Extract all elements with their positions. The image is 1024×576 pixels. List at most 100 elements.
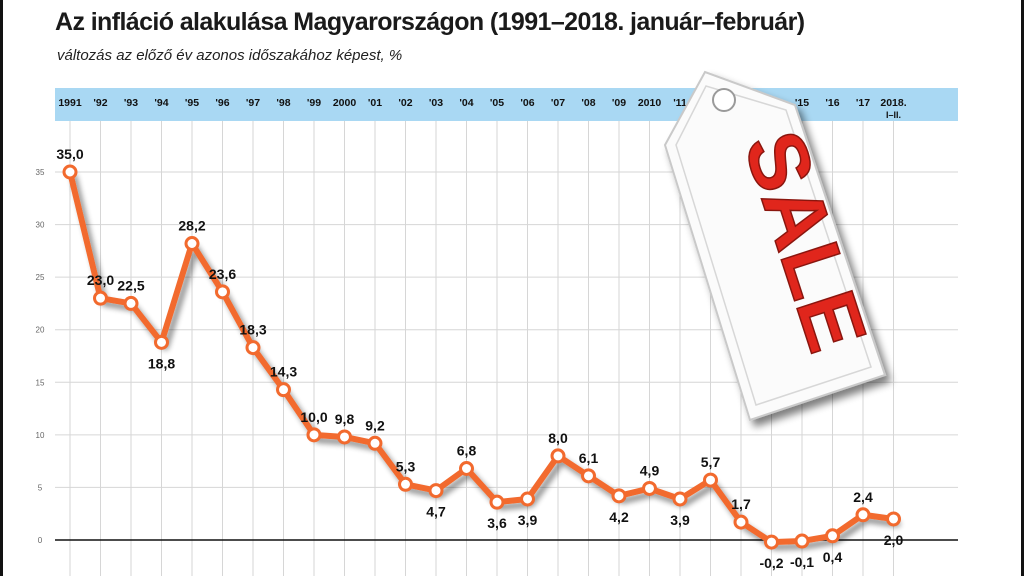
y-tick-label-3: 15 [36,378,45,387]
data-point-11 [398,476,413,492]
data-label-23: -0,2 [759,555,783,571]
x-tick-label-7: '98 [276,97,290,109]
x-tick-label-10: '01 [368,97,382,109]
x-tick-label-6: '97 [246,97,260,109]
data-label-8: 10,0 [300,409,327,425]
data-label-3: 18,8 [148,355,175,371]
data-label-13: 6,8 [457,443,477,459]
data-point-22 [733,514,749,530]
y-tick-label-2: 10 [36,431,45,440]
grid-lines [55,121,958,576]
x-tick-label-20: '11 [673,97,687,109]
data-label-7: 14,3 [270,364,297,380]
x-tick-label-27: 2018. [880,97,906,109]
data-point-25 [825,528,840,544]
data-point-3 [154,334,169,350]
data-label-9: 9,8 [335,411,355,427]
chart-subtitle: változás az előző év azonos időszakához … [57,47,403,64]
x-tick-label-16: '07 [551,97,565,109]
data-label-2: 22,5 [117,277,144,293]
sale-tag-hole [712,88,736,112]
data-label-22: 1,7 [731,496,751,512]
data-point-5 [215,284,230,300]
y-tick-label-4: 20 [36,326,45,335]
data-point-10 [367,435,383,451]
x-tick-label-5: '96 [215,97,229,109]
data-points [62,164,901,550]
data-label-4: 28,2 [178,217,205,233]
sale-tag-shape [663,70,887,422]
x-tick-label-13: '04 [459,97,473,109]
x-tick-label-3: '94 [154,97,168,109]
y-tick-label-0: 0 [38,536,43,545]
data-point-0 [62,164,78,180]
x-tick-label-17: '08 [581,97,595,109]
data-point-13 [459,461,474,477]
x-tick-sublabel: I–II. [886,110,901,120]
data-label-14: 3,6 [487,515,507,531]
chart-title: Az infláció alakulása Magyarországon (19… [55,8,805,36]
data-point-20 [672,491,688,507]
x-tick-label-26: '17 [856,97,870,109]
y-axis-labels: 0 5 10 15 20 25 30 35 [36,168,45,545]
x-tick-label-9: 2000 [333,97,357,109]
x-tick-label-2: '93 [124,97,138,109]
data-point-21 [703,472,718,488]
x-tick-label-25: '16 [825,97,839,109]
x-tick-label-18: '09 [612,97,626,109]
x-tick-label-12: '03 [429,97,443,109]
data-label-17: 6,1 [579,450,599,466]
data-label-24: -0,1 [790,554,814,570]
y-tick-label-7: 35 [36,168,45,177]
x-tick-label-11: '02 [398,97,412,109]
series-line-group [67,169,897,546]
data-point-23 [764,534,779,550]
data-point-14 [489,494,505,510]
data-label-20: 3,9 [670,512,690,528]
data-point-24 [794,533,810,549]
y-tick-label-1: 5 [38,483,43,492]
data-label-0: 35,0 [56,146,83,162]
data-label-5: 23,6 [209,266,236,282]
data-point-8 [306,427,322,443]
data-point-1 [93,290,108,306]
data-label-12: 4,7 [426,504,446,520]
data-point-16 [550,448,566,464]
data-label-19: 4,9 [640,462,660,478]
data-label-21: 5,7 [701,454,721,470]
data-label-1: 23,0 [87,272,114,288]
data-point-26 [855,507,871,523]
data-point-6 [245,340,261,356]
data-point-15 [520,491,535,507]
data-label-27: 2,0 [884,532,904,548]
series-line [67,169,897,546]
data-label-18: 4,2 [609,509,629,525]
x-tick-label-1: '92 [93,97,107,109]
x-tick-label-15: '06 [520,97,534,109]
data-label-26: 2,4 [853,489,873,505]
x-tick-label-4: '95 [185,97,199,109]
data-labels: 35,0 23,0 22,5 18,8 28,2 23,6 18,3 14,3 10,0 9,8 9… [56,146,903,571]
data-point-9 [337,429,352,445]
data-point-4 [184,235,200,251]
data-point-27 [886,511,901,527]
data-label-15: 3,9 [518,512,538,528]
data-label-6: 18,3 [239,322,266,338]
x-tick-label-24: '15 [795,97,809,109]
year-band [55,88,958,121]
data-label-25: 0,4 [823,549,843,565]
data-point-7 [276,382,291,398]
data-point-17 [581,468,596,484]
x-tick-label-0: 1991 [58,97,82,109]
left-frame-border [0,0,3,576]
sale-tag: SALE [663,70,887,422]
x-tick-label-14: '05 [490,97,504,109]
x-tick-label-8: '99 [307,97,321,109]
sale-tag-inner-border [675,85,872,406]
data-point-19 [642,480,657,496]
data-point-12 [428,483,444,499]
y-tick-label-5: 25 [36,273,45,282]
x-tick-label-19: 2010 [638,97,662,109]
data-label-10: 9,2 [365,417,385,433]
